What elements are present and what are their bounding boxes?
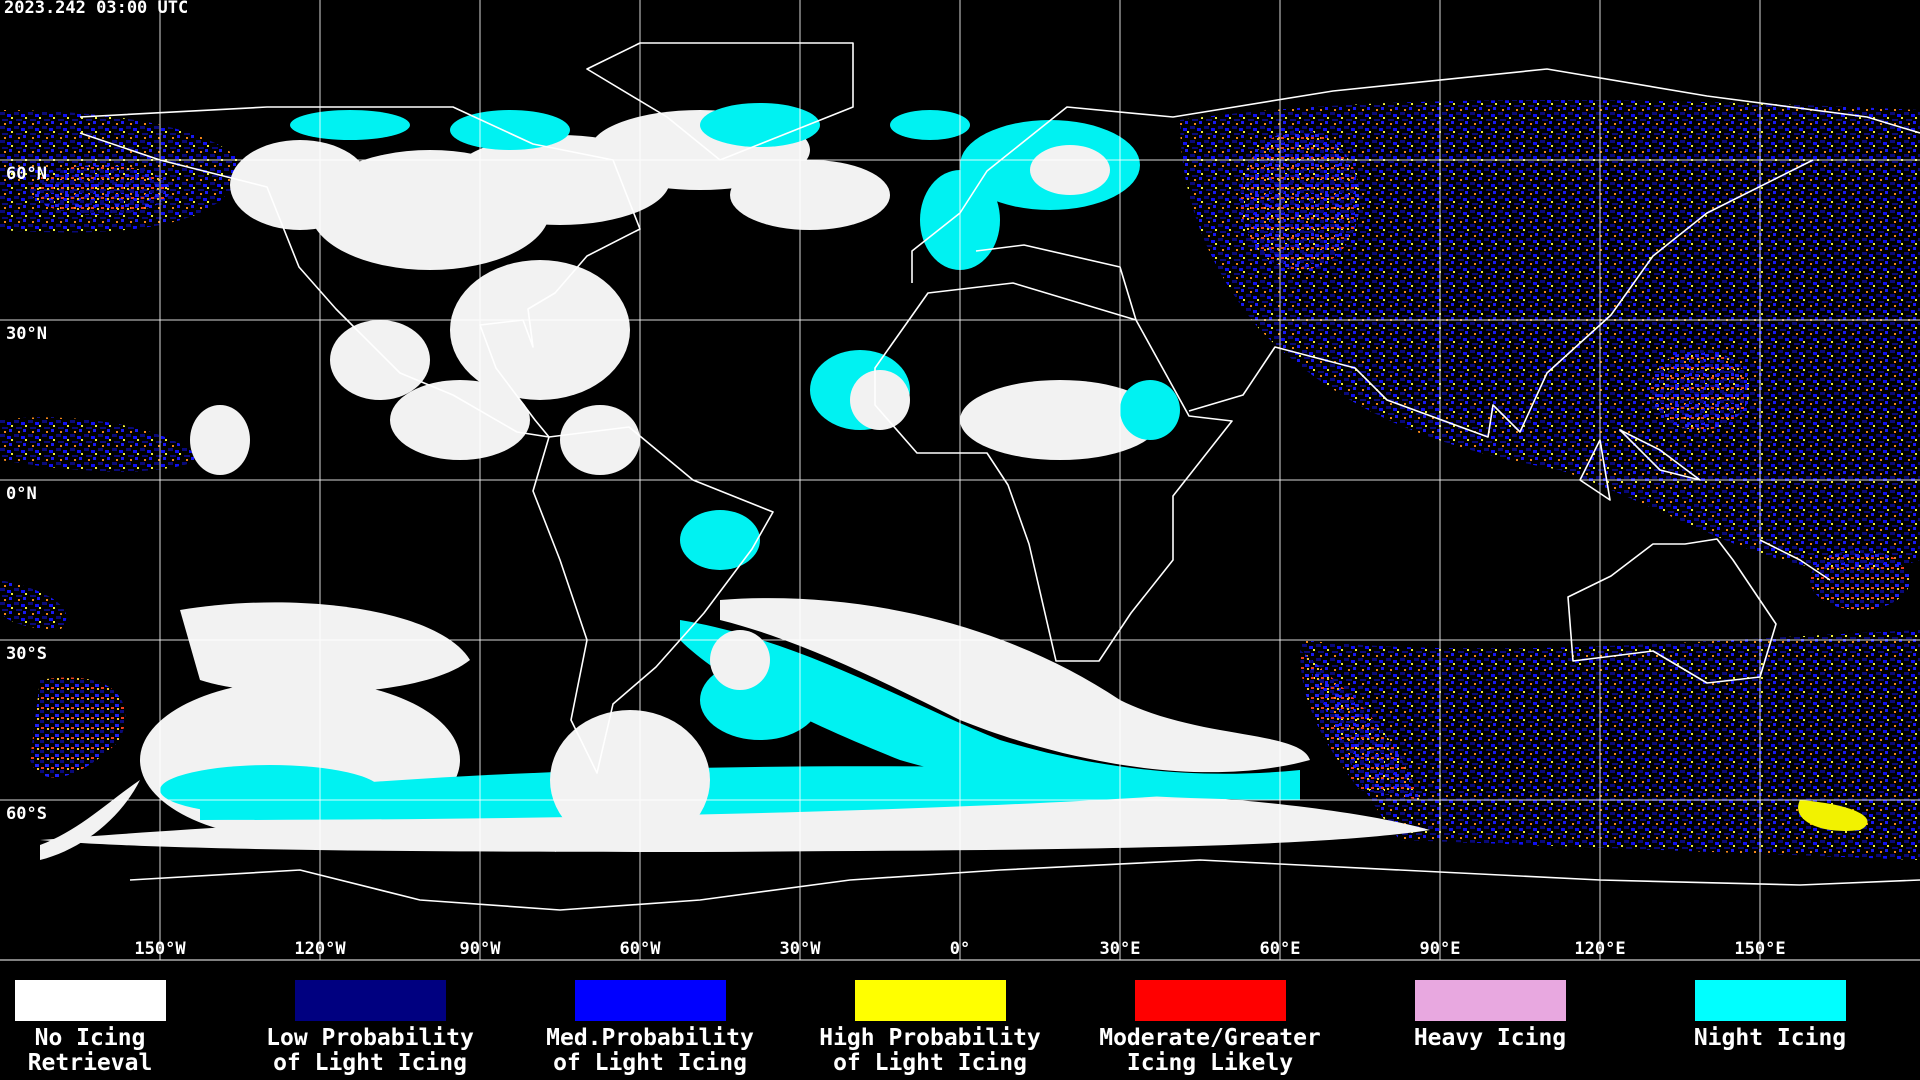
graticule-labels: 150°W 120°W 90°W 60°W 30°W 0° 30°E 60°E 90°E 120°… [6, 164, 1786, 959]
longitude-label: 0° [950, 939, 970, 959]
legend-label: Night Icing [1694, 1025, 1846, 1051]
legend-label: Heavy Icing [1414, 1025, 1566, 1051]
legend-label: Med.Probability [546, 1025, 754, 1051]
legend-swatch [1695, 980, 1846, 1021]
legend-swatch [1415, 980, 1566, 1021]
legend-label: Retrieval [28, 1050, 153, 1076]
longitude-label: 90°E [1420, 939, 1461, 959]
legend-swatch [855, 980, 1006, 1021]
longitude-label: 60°E [1260, 939, 1301, 959]
legend-label: High Probability [819, 1025, 1041, 1051]
legend-label: Low Probability [266, 1025, 474, 1051]
timestamp: 2023.242 03:00 UTC [4, 0, 188, 18]
latitude-label: 0°N [6, 484, 37, 504]
longitude-label: 60°W [620, 939, 662, 959]
longitude-label: 150°W [134, 939, 186, 959]
longitude-label: 30°E [1100, 939, 1141, 959]
legend-label: Icing Likely [1127, 1050, 1293, 1076]
legend-swatch [295, 980, 446, 1021]
longitude-label: 120°E [1574, 939, 1625, 959]
longitude-label: 120°W [294, 939, 346, 959]
latitude-label: 30°S [6, 644, 47, 664]
legend-swatch [575, 980, 726, 1021]
coastlines [79, 42, 1920, 911]
longitude-label: 30°W [780, 939, 822, 959]
graticule [0, 0, 1920, 961]
latitude-label: 60°S [6, 804, 47, 824]
icing-field [0, 100, 1920, 860]
legend-swatch [1135, 980, 1286, 1021]
legend-label: Moderate/Greater [1099, 1025, 1321, 1051]
legend-label: of Light Icing [553, 1050, 747, 1076]
legend-label: of Light Icing [833, 1050, 1027, 1076]
longitude-label: 90°W [460, 939, 502, 959]
longitude-label: 150°E [1734, 939, 1785, 959]
legend-swatch [15, 980, 166, 1021]
legend-label: of Light Icing [273, 1050, 467, 1076]
latitude-label: 30°N [6, 324, 47, 344]
latitude-label: 60°N [6, 164, 47, 184]
legend-label: No Icing [35, 1025, 146, 1051]
